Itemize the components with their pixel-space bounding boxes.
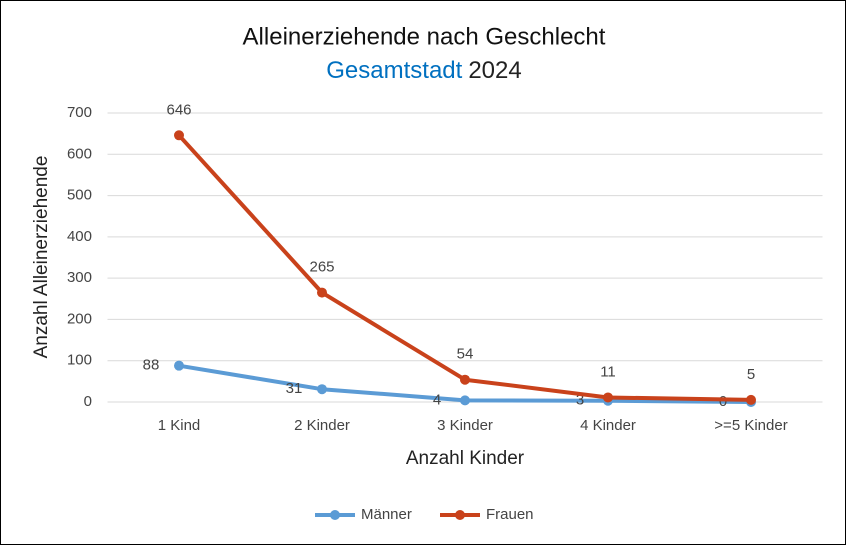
y-tick-label: 500 <box>67 187 92 204</box>
data-point <box>460 374 470 385</box>
data-label: 4 <box>433 391 441 408</box>
data-label: 88 <box>143 357 160 374</box>
x-tick-label: 3 Kinder <box>437 417 493 434</box>
data-label: 5 <box>747 366 755 383</box>
legend-label: Frauen <box>486 506 534 523</box>
data-point <box>603 392 613 403</box>
data-point <box>317 384 327 395</box>
x-tick-label: >=5 Kinder <box>714 417 787 434</box>
data-point <box>746 394 756 405</box>
chart-title: Alleinerziehende nach Geschlecht <box>243 23 606 50</box>
legend-marker <box>455 510 465 520</box>
data-label: 31 <box>286 380 303 397</box>
data-point <box>317 287 327 298</box>
data-label: 265 <box>309 259 334 276</box>
y-axis-title: Anzahl Alleinerziehende <box>31 156 52 359</box>
data-point <box>174 360 184 371</box>
y-tick-label: 0 <box>84 393 92 410</box>
y-tick-label: 400 <box>67 228 92 245</box>
y-tick-label: 100 <box>67 352 92 369</box>
x-tick-label: 1 Kind <box>158 417 201 434</box>
data-point <box>174 130 184 141</box>
data-label: 54 <box>457 346 474 363</box>
data-point <box>460 395 470 406</box>
x-axis-title: Anzahl Kinder <box>406 448 525 469</box>
subtitle-part: Gesamtstadt <box>326 57 462 84</box>
data-label: 11 <box>600 363 616 380</box>
y-tick-label: 600 <box>67 145 92 162</box>
legend-marker <box>330 510 340 520</box>
x-tick-label: 4 Kinder <box>580 417 636 434</box>
data-label: 646 <box>166 101 191 118</box>
chart-subtitle: Gesamtstadt 2024 <box>326 57 521 84</box>
y-tick-label: 700 <box>67 104 92 121</box>
data-label: 0 <box>719 393 727 410</box>
legend-label: Männer <box>361 506 412 523</box>
x-tick-label: 2 Kinder <box>294 417 350 434</box>
y-tick-label: 300 <box>67 269 92 286</box>
y-tick-label: 200 <box>67 310 92 327</box>
subtitle-part: 2024 <box>468 57 521 84</box>
data-label: 3 <box>576 392 584 409</box>
